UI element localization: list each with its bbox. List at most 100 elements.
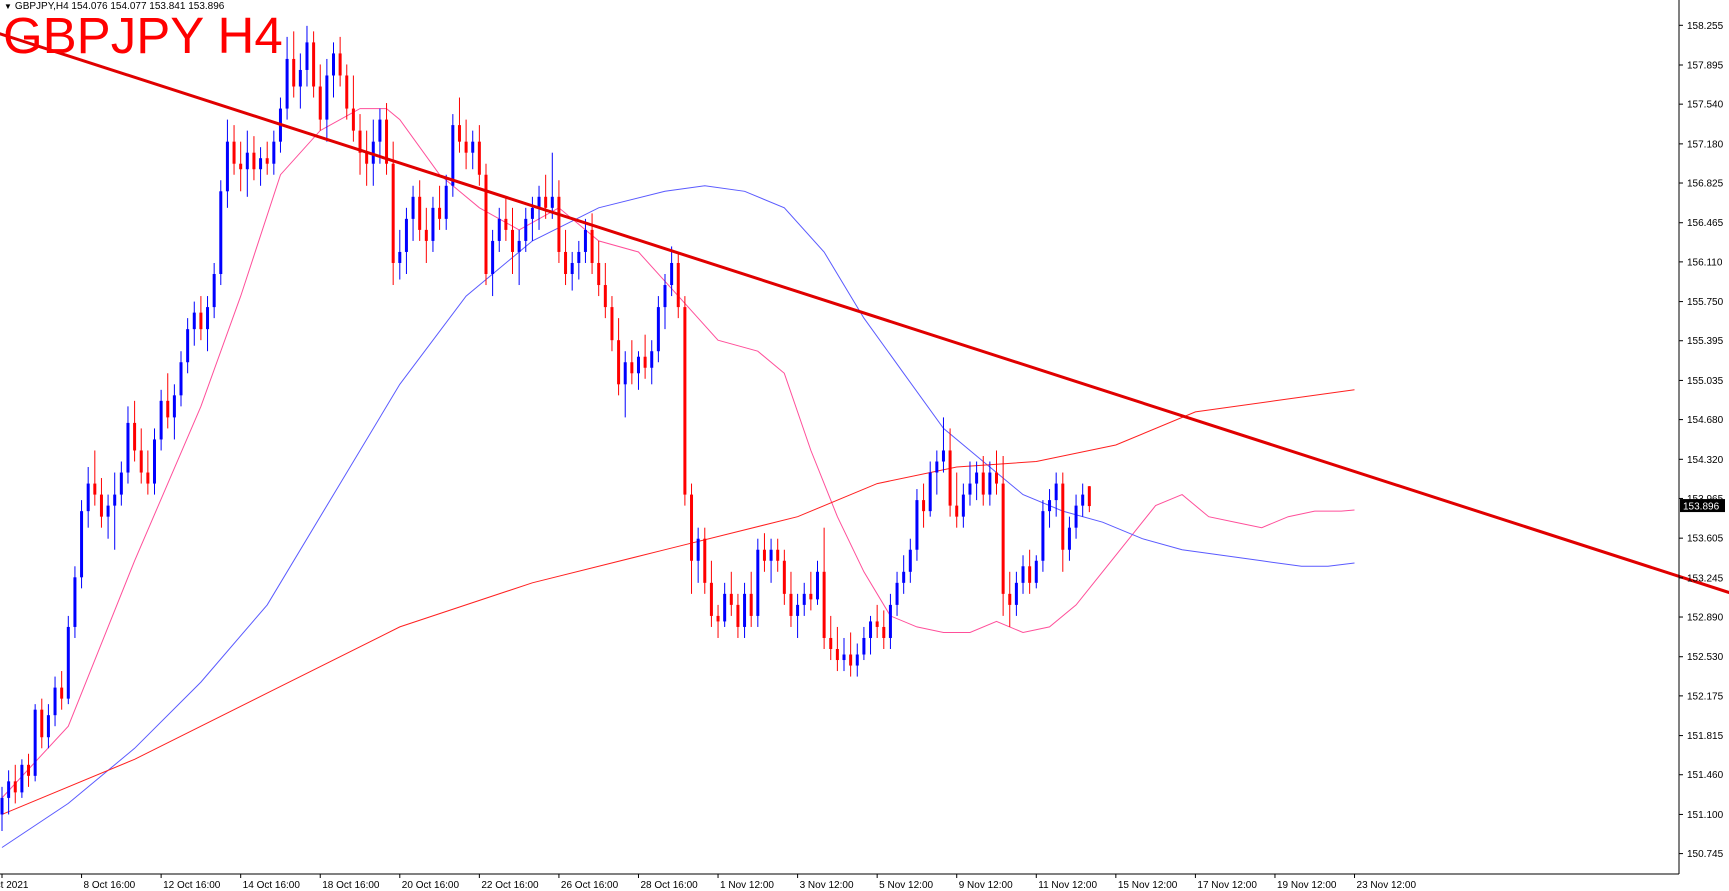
candle-body — [298, 69, 302, 87]
candle-body — [511, 229, 515, 252]
candle-body — [636, 356, 640, 374]
candle-body — [53, 687, 57, 716]
candle-body — [1048, 500, 1052, 512]
candle-body — [862, 637, 866, 655]
candle-body — [457, 125, 461, 142]
candle-body — [152, 439, 156, 484]
y-tick-label: 156.825 — [1687, 179, 1724, 190]
candle-body — [762, 549, 766, 561]
candle-body — [557, 196, 561, 252]
candle-body — [1001, 483, 1005, 594]
candle-body — [404, 218, 408, 252]
candle-body — [99, 494, 103, 517]
candle-body — [126, 422, 130, 473]
current-price-tag — [1680, 499, 1725, 513]
candle-body — [265, 158, 269, 164]
candle-body — [1081, 494, 1085, 506]
candle-body — [66, 626, 70, 699]
candle-body — [206, 307, 210, 330]
candle-body — [815, 571, 819, 600]
candle-body — [941, 450, 945, 462]
x-tick-label: 22 Oct 16:00 — [481, 880, 539, 891]
y-tick-label: 157.540 — [1687, 100, 1724, 111]
candle-body — [855, 654, 859, 666]
y-tick-label: 151.815 — [1687, 731, 1724, 742]
candle-body — [630, 362, 634, 374]
symbol-info-line: ▼ GBPJPY,H4 154.076 154.077 153.841 153.8… — [4, 1, 224, 12]
x-tick-label: 5 Nov 12:00 — [879, 880, 933, 891]
candle-body — [995, 472, 998, 484]
candle-body — [358, 130, 362, 153]
candle-body — [1028, 566, 1032, 583]
candle-body — [80, 511, 84, 578]
candle-body — [332, 53, 335, 76]
candle-body — [802, 593, 806, 605]
x-tick-label: 14 Oct 16:00 — [243, 880, 301, 891]
candle-body — [981, 472, 985, 495]
candle-body — [577, 251, 581, 263]
candle-body — [743, 593, 747, 627]
candle-body — [245, 152, 249, 170]
x-tick-label: 6 Oct 2021 — [0, 880, 29, 891]
y-tick-label: 154.680 — [1687, 415, 1724, 426]
candle-body — [690, 494, 694, 561]
candle-body — [292, 58, 296, 87]
candle-body — [915, 500, 919, 550]
candle-body — [418, 196, 422, 230]
candle-body — [106, 505, 110, 517]
candle-body — [736, 604, 740, 627]
candle-body — [146, 472, 150, 484]
candle-body — [411, 196, 415, 219]
downtrend-line — [0, 32, 1729, 595]
candle-body — [656, 307, 660, 352]
y-tick-label: 153.605 — [1687, 534, 1724, 545]
candle-body — [809, 593, 813, 600]
candle-body — [782, 560, 786, 594]
y-tick-label: 155.035 — [1687, 376, 1724, 387]
x-tick-label: 8 Oct 16:00 — [84, 880, 136, 891]
candle-body — [603, 285, 607, 308]
candle-body — [139, 450, 143, 473]
candle-body — [252, 152, 256, 170]
current-price-label: 153.896 — [1683, 502, 1720, 513]
candle-body — [643, 356, 647, 368]
candle-body — [961, 494, 965, 517]
symbol-info-text: GBPJPY,H4 154.076 154.077 153.841 153.89… — [14, 1, 225, 12]
x-tick-label: 19 Nov 12:00 — [1277, 880, 1337, 891]
candle-body — [40, 709, 44, 738]
candle-body — [1014, 582, 1018, 605]
y-tick-label: 156.110 — [1687, 257, 1723, 268]
candle-body — [179, 362, 183, 396]
candle-body — [670, 262, 674, 286]
candle-body — [1074, 505, 1078, 528]
y-tick-label: 155.395 — [1687, 336, 1724, 347]
y-tick-label: 157.180 — [1687, 139, 1724, 150]
candle-body — [988, 472, 992, 495]
y-tick-label: 156.465 — [1687, 218, 1724, 229]
candle-body — [33, 709, 37, 776]
candle-body — [451, 125, 455, 186]
candle-body — [113, 494, 117, 506]
candle-body — [272, 141, 276, 164]
candle-body — [849, 654, 853, 666]
trendline-layer — [0, 32, 1729, 595]
candle-body — [20, 764, 24, 793]
candle-body — [133, 422, 137, 451]
candle-body — [239, 163, 243, 170]
candle-body — [431, 207, 435, 241]
candle-body — [172, 395, 176, 418]
y-tick-label: 155.750 — [1687, 297, 1724, 308]
candle-body — [869, 621, 873, 638]
collapse-triangle-icon[interactable]: ▼ — [4, 2, 12, 11]
candle-body — [1021, 566, 1025, 583]
ma-line-ma_slow — [1, 389, 1355, 815]
candle-body — [696, 538, 700, 561]
candle-body — [1067, 527, 1071, 550]
candle-body — [703, 538, 707, 583]
x-tick-label: 15 Nov 12:00 — [1118, 880, 1178, 891]
candle-body — [159, 400, 163, 440]
candle-body — [822, 571, 826, 638]
candle-body — [756, 549, 760, 616]
